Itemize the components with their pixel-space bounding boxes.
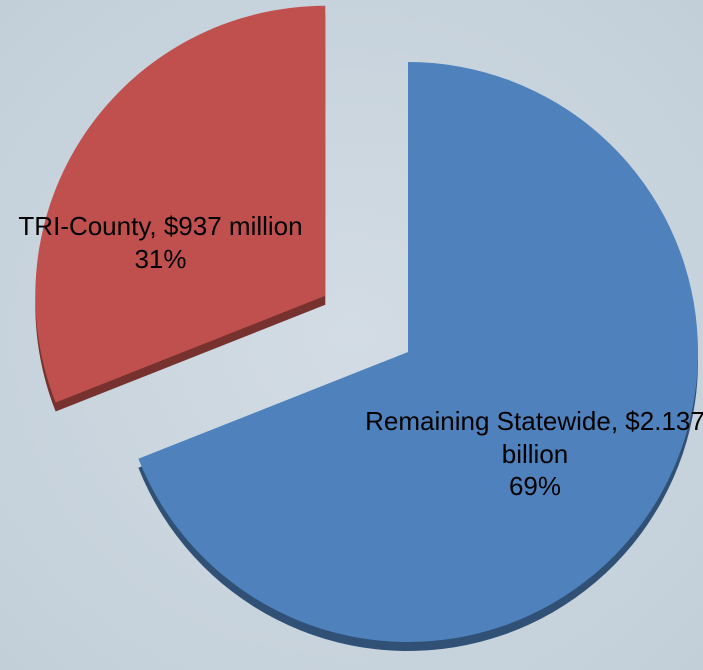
slice-label: TRI-County, $937 million 31%: [18, 210, 303, 275]
pie-slice: [138, 62, 699, 642]
pie-slice: [35, 5, 326, 403]
category-label: Remaining Statewide, $2.137 billion: [365, 406, 703, 469]
value-label: 31%: [134, 243, 187, 274]
slice-label: Remaining Statewide, $2.137 billion 69%: [355, 405, 703, 503]
category-label: TRI-County, $937 million: [18, 211, 303, 241]
value-label: 69%: [508, 471, 562, 501]
